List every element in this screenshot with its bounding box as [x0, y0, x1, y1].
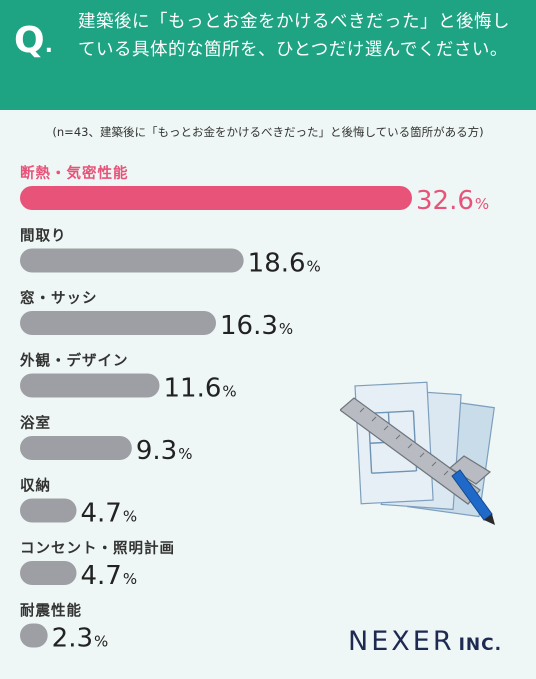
- category-label: 耐震性能: [20, 602, 82, 620]
- bar: [20, 623, 48, 648]
- pencil-icon: [451, 469, 495, 525]
- value-label: 4.7%: [81, 561, 138, 591]
- category-label: 断熱・気密性能: [20, 164, 129, 182]
- value-label: 18.6%: [248, 249, 321, 279]
- question-text: 建築後に「もっとお金をかけるべきだった」と後悔している具体的な箇所を、ひとつだけ…: [78, 12, 510, 60]
- category-label: 窓・サッシ: [20, 289, 98, 307]
- category-label: 浴室: [20, 414, 51, 432]
- category-label: コンセント・照明計画: [20, 539, 175, 557]
- category-label: 外観・デザイン: [20, 352, 129, 370]
- category-label: 間取り: [20, 228, 67, 245]
- value-label: 11.6%: [163, 374, 236, 404]
- question-header: Q. 建築後に「もっとお金をかけるべきだった」と後悔している具体的な箇所を、ひと…: [0, 0, 536, 110]
- q-mark: Q.: [14, 20, 53, 61]
- bar: [20, 186, 412, 210]
- value-label: 32.6%: [416, 186, 489, 216]
- value-label: 9.3%: [136, 436, 193, 466]
- nexer-logo: NEXER INC.: [348, 626, 503, 657]
- ruler-icon: [340, 397, 492, 505]
- value-label: 2.3%: [52, 624, 109, 654]
- bar: [20, 311, 216, 335]
- value-label: 16.3%: [220, 311, 293, 341]
- survey-note: (n=43、建築後に「もっとお金をかけるべきだった」と後悔している箇所がある方): [52, 125, 484, 139]
- bar: [20, 248, 244, 273]
- category-label: 収納: [20, 477, 51, 495]
- bar: [20, 498, 77, 523]
- bar: [20, 561, 77, 585]
- bar: [20, 436, 132, 460]
- blueprint-illustration: [340, 381, 495, 525]
- value-label: 4.7%: [81, 499, 138, 529]
- bar: [20, 373, 160, 398]
